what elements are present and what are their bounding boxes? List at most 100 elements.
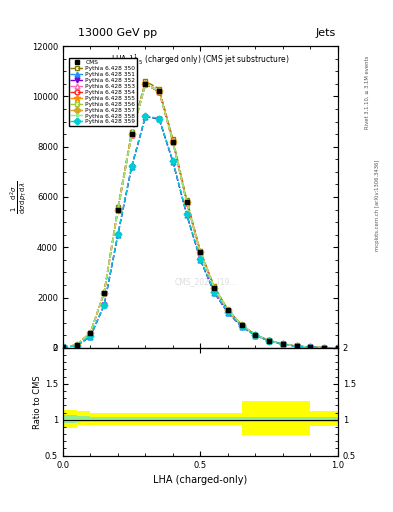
Pythia 6.428 357 — [102, 289, 107, 295]
Pythia 6.428 357 — [184, 199, 189, 205]
Pythia 6.428 359 — [226, 309, 230, 315]
Pythia 6.428 358 — [198, 249, 203, 255]
Pythia 6.428 351 — [102, 302, 107, 308]
Bar — [63, 415, 77, 422]
CMS — [184, 199, 189, 205]
CMS — [253, 332, 258, 338]
Line: Pythia 6.428 350: Pythia 6.428 350 — [61, 79, 340, 350]
Pythia 6.428 354 — [88, 330, 93, 336]
Pythia 6.428 350 — [184, 197, 189, 203]
Y-axis label: $\frac{1}{\mathrm{d}\sigma}\frac{\mathrm{d}^2\sigma}{\mathrm{d}p_\mathrm{T}\,\ma: $\frac{1}{\mathrm{d}\sigma}\frac{\mathrm… — [8, 180, 29, 214]
Line: Pythia 6.428 359: Pythia 6.428 359 — [61, 114, 340, 350]
Pythia 6.428 359 — [61, 344, 65, 350]
Pythia 6.428 350 — [88, 330, 93, 336]
Pythia 6.428 358 — [184, 199, 189, 205]
Pythia 6.428 355 — [253, 332, 258, 338]
CMS — [157, 88, 162, 94]
Pythia 6.428 359 — [336, 345, 340, 351]
Pythia 6.428 357 — [171, 139, 175, 145]
Pythia 6.428 356 — [143, 81, 148, 87]
Pythia 6.428 358 — [336, 345, 340, 351]
Pythia 6.428 356 — [226, 307, 230, 313]
Bar — [255, 417, 269, 422]
Pythia 6.428 350 — [253, 332, 258, 338]
Pythia 6.428 353 — [88, 330, 93, 336]
Pythia 6.428 350 — [239, 322, 244, 328]
Pythia 6.428 355 — [171, 138, 175, 144]
Pythia 6.428 354 — [281, 341, 285, 347]
Text: Jets: Jets — [316, 28, 336, 38]
Bar — [104, 413, 118, 425]
Pythia 6.428 353 — [157, 89, 162, 95]
X-axis label: LHA (charged-only): LHA (charged-only) — [153, 475, 248, 485]
Pythia 6.428 355 — [102, 289, 107, 295]
Pythia 6.428 352 — [239, 324, 244, 330]
Pythia 6.428 353 — [226, 308, 230, 314]
Bar — [200, 417, 214, 422]
Pythia 6.428 351 — [322, 345, 327, 351]
Pythia 6.428 356 — [116, 206, 120, 212]
Pythia 6.428 355 — [198, 249, 203, 255]
CMS — [129, 131, 134, 137]
Text: LHA $\lambda^1_{0.5}$ (charged only) (CMS jet substructure): LHA $\lambda^1_{0.5}$ (charged only) (CM… — [111, 52, 290, 67]
Pythia 6.428 359 — [116, 231, 120, 237]
Pythia 6.428 357 — [74, 342, 79, 348]
Pythia 6.428 351 — [226, 310, 230, 316]
Pythia 6.428 354 — [322, 345, 327, 351]
Bar — [310, 411, 324, 426]
Pythia 6.428 351 — [184, 211, 189, 218]
Pythia 6.428 351 — [281, 342, 285, 348]
Pythia 6.428 356 — [212, 285, 217, 291]
Pythia 6.428 353 — [281, 341, 285, 347]
Pythia 6.428 356 — [308, 344, 313, 350]
Pythia 6.428 352 — [171, 159, 175, 165]
Pythia 6.428 355 — [212, 284, 217, 290]
Pythia 6.428 354 — [253, 332, 258, 338]
Bar — [269, 401, 283, 435]
Pythia 6.428 352 — [212, 289, 217, 295]
Pythia 6.428 357 — [322, 345, 327, 351]
Line: Pythia 6.428 352: Pythia 6.428 352 — [61, 114, 340, 350]
Pythia 6.428 357 — [61, 344, 65, 350]
Bar — [104, 417, 118, 422]
Pythia 6.428 353 — [102, 290, 107, 296]
Pythia 6.428 358 — [226, 307, 230, 313]
Pythia 6.428 354 — [157, 89, 162, 95]
Pythia 6.428 359 — [157, 115, 162, 121]
Pythia 6.428 358 — [239, 322, 244, 328]
Pythia 6.428 357 — [157, 88, 162, 94]
Pythia 6.428 352 — [253, 332, 258, 338]
Pythia 6.428 358 — [74, 342, 79, 348]
Bar — [118, 417, 132, 422]
Pythia 6.428 351 — [171, 159, 175, 165]
Pythia 6.428 351 — [239, 324, 244, 330]
Bar — [214, 413, 228, 425]
Pythia 6.428 352 — [157, 116, 162, 122]
Pythia 6.428 355 — [294, 343, 299, 349]
Line: Pythia 6.428 356: Pythia 6.428 356 — [61, 81, 340, 350]
Bar — [242, 417, 255, 422]
Pythia 6.428 357 — [267, 337, 272, 344]
Line: Pythia 6.428 354: Pythia 6.428 354 — [61, 82, 340, 350]
Line: CMS: CMS — [61, 81, 340, 350]
Pythia 6.428 353 — [129, 132, 134, 138]
Pythia 6.428 356 — [157, 88, 162, 94]
Pythia 6.428 354 — [198, 250, 203, 256]
CMS — [294, 343, 299, 349]
Bar — [297, 417, 310, 422]
Pythia 6.428 357 — [198, 249, 203, 255]
Pythia 6.428 355 — [336, 345, 340, 351]
Pythia 6.428 350 — [129, 129, 134, 135]
Bar — [269, 417, 283, 422]
Line: Pythia 6.428 353: Pythia 6.428 353 — [61, 82, 340, 350]
Pythia 6.428 350 — [157, 86, 162, 92]
Bar — [283, 401, 297, 435]
Pythia 6.428 358 — [102, 289, 107, 295]
Pythia 6.428 352 — [88, 333, 93, 339]
Pythia 6.428 355 — [61, 344, 65, 350]
Pythia 6.428 352 — [281, 342, 285, 348]
CMS — [61, 344, 65, 350]
Bar — [77, 411, 90, 425]
Pythia 6.428 350 — [61, 344, 65, 350]
Pythia 6.428 353 — [61, 344, 65, 350]
